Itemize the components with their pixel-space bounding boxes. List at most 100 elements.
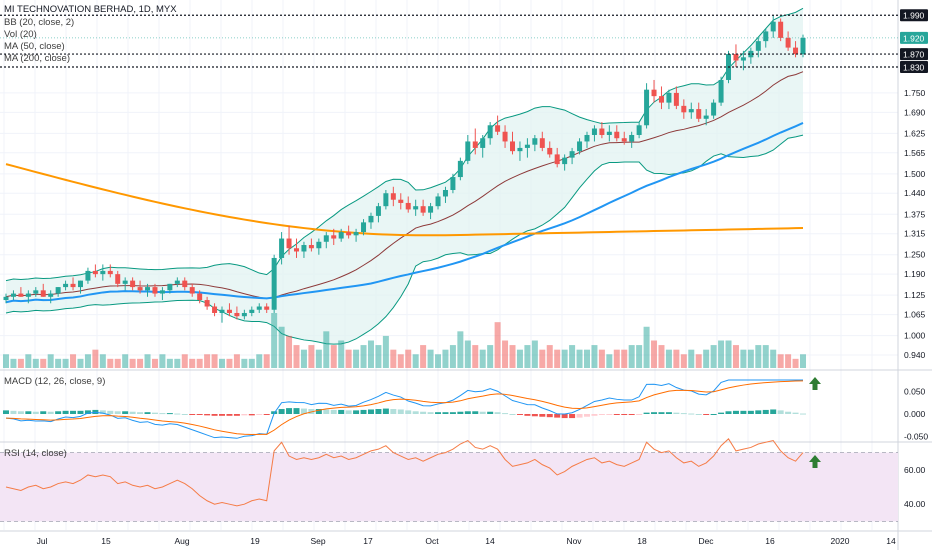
macd-histogram-bar — [800, 413, 806, 415]
volume-bar — [479, 349, 486, 368]
rsi-tick-label: 40.00 — [904, 499, 926, 509]
candle-body — [212, 306, 218, 313]
candle-body — [547, 147, 553, 155]
legend-vol[interactable]: Vol (20) — [4, 29, 37, 40]
volume-bar — [308, 345, 315, 368]
volume-bar — [196, 358, 203, 368]
volume-bar — [427, 349, 434, 368]
volume-bar — [561, 349, 568, 368]
legend-rsi[interactable]: RSI (14, close) — [4, 448, 67, 459]
volume-bar — [598, 349, 605, 368]
legend-ma50[interactable]: MA (50, close) — [4, 41, 65, 52]
volume-bar — [353, 349, 360, 368]
volume-bar — [554, 349, 561, 368]
macd-histogram-bar — [293, 408, 300, 414]
candle-body — [353, 232, 359, 236]
macd-tick-label: 0.050 — [904, 386, 926, 396]
volume-bar — [338, 340, 345, 368]
macd-histogram-bar — [531, 414, 538, 417]
candle-body — [428, 206, 434, 213]
candle-body — [800, 37, 806, 55]
time-tick-label: Jul — [37, 536, 48, 546]
candle-body — [658, 96, 664, 103]
candle-body — [249, 309, 255, 313]
time-tick-label: Aug — [174, 536, 189, 546]
volume-bar — [40, 358, 47, 368]
candle-body — [63, 283, 69, 288]
volume-bar — [248, 358, 255, 368]
ma50-line — [5, 122, 804, 304]
candle-body — [614, 131, 620, 139]
volume-bar — [442, 349, 449, 368]
time-tick-label: Sep — [310, 536, 325, 546]
volume-bar — [472, 345, 479, 368]
macd-histogram-bar — [412, 411, 419, 414]
candle-body — [286, 238, 292, 249]
volume-bar — [323, 331, 330, 368]
candle-body — [293, 248, 299, 252]
time-tick-label: 2020 — [831, 536, 850, 546]
volume-bar — [777, 354, 784, 368]
macd-histogram-bar — [360, 409, 367, 414]
macd-histogram-bar — [345, 410, 352, 414]
macd-histogram-bar — [166, 413, 173, 415]
candle-body — [793, 47, 799, 55]
volume-bar — [546, 345, 553, 368]
candle-body — [673, 92, 679, 106]
macd-histogram-bar — [680, 413, 687, 415]
macd-histogram-bar — [405, 410, 412, 414]
candle-body — [487, 125, 493, 139]
candle-body — [666, 92, 672, 103]
candle-body — [70, 283, 76, 288]
candle-body — [495, 125, 501, 132]
legend-macd[interactable]: MACD (12, 26, close, 9) — [4, 376, 106, 387]
legend-bb[interactable]: BB (20, close, 2) — [4, 17, 75, 28]
volume-bar — [397, 354, 404, 368]
candle-body — [763, 31, 769, 42]
macd-histogram-bar — [300, 408, 307, 414]
macd-histogram-bar — [539, 414, 546, 417]
macd-histogram-bar — [397, 409, 404, 414]
volume-bar — [25, 354, 32, 368]
candle-body — [651, 89, 657, 97]
candle-body — [167, 283, 173, 291]
candle-body — [599, 128, 605, 135]
price-tick-label: 1.125 — [904, 290, 926, 300]
legend-ma200[interactable]: MA (200, close) — [4, 53, 70, 64]
volume-bar — [114, 358, 121, 368]
time-tick-label: 18 — [637, 536, 647, 546]
volume-bar — [412, 354, 419, 368]
candle-body — [644, 89, 650, 126]
volume-bar — [263, 354, 270, 368]
volume-bar — [293, 345, 300, 368]
bollinger-lower — [5, 134, 804, 345]
price-badge — [900, 9, 928, 22]
candle-body — [569, 151, 575, 158]
time-tick-label: 16 — [765, 536, 775, 546]
candle-body — [40, 290, 46, 297]
volume-bar — [613, 349, 620, 368]
macd-histogram-bar — [84, 410, 91, 414]
volume-bar — [367, 340, 374, 368]
candle-body — [703, 115, 709, 119]
volume-bar — [435, 354, 442, 368]
candle-body — [331, 235, 337, 239]
macd-histogram-bar — [487, 411, 494, 414]
macd-tick-label: -0.050 — [904, 432, 928, 442]
candle-body — [159, 290, 165, 294]
candle-body — [189, 287, 195, 294]
candle-body — [234, 312, 240, 317]
macd-histogram-bar — [256, 414, 263, 415]
candle-body — [279, 238, 285, 258]
volume-bar — [360, 345, 367, 368]
macd-histogram-bar — [524, 414, 531, 416]
candle-body — [219, 309, 225, 313]
volume-bar — [457, 331, 464, 368]
macd-histogram-bar — [583, 414, 590, 417]
macd-histogram-bar — [576, 414, 583, 418]
candle-body — [584, 134, 590, 142]
candle-body — [465, 141, 471, 161]
volume-bar — [680, 354, 687, 368]
candle-body — [718, 79, 724, 103]
